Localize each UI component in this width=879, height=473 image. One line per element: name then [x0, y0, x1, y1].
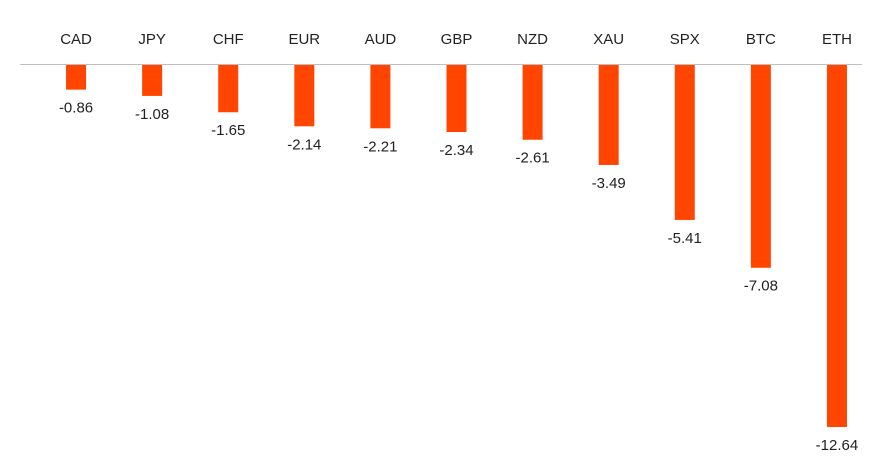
bar	[522, 65, 543, 140]
category-label: SPX	[670, 31, 700, 48]
bar	[66, 65, 87, 90]
value-label: -2.61	[515, 150, 549, 167]
value-label: -7.08	[744, 278, 778, 295]
category-label: GBP	[441, 31, 473, 48]
value-label: -5.41	[668, 230, 702, 247]
bar	[294, 65, 315, 127]
bar	[598, 65, 619, 165]
category-label: JPY	[138, 31, 166, 48]
category-label: EUR	[288, 31, 320, 48]
category-label: BTC	[746, 31, 776, 48]
value-label: -3.49	[592, 175, 626, 192]
value-label: -2.14	[287, 136, 321, 153]
value-label: -1.65	[211, 122, 245, 139]
value-label: -2.21	[363, 138, 397, 155]
value-label: -0.86	[59, 100, 93, 117]
value-label: -1.08	[135, 106, 169, 123]
category-label: NZD	[517, 31, 548, 48]
bar	[142, 65, 163, 96]
bar	[218, 65, 239, 113]
bar	[750, 65, 771, 268]
category-label: ETH	[822, 31, 852, 48]
category-label: XAU	[593, 31, 624, 48]
value-label: -2.34	[439, 142, 473, 159]
bar	[370, 65, 391, 129]
bar	[446, 65, 467, 133]
value-label: -12.64	[816, 437, 859, 454]
category-label: CHF	[213, 31, 244, 48]
bar	[674, 65, 695, 220]
category-label: AUD	[365, 31, 397, 48]
bar	[826, 65, 847, 427]
category-label: CAD	[60, 31, 92, 48]
